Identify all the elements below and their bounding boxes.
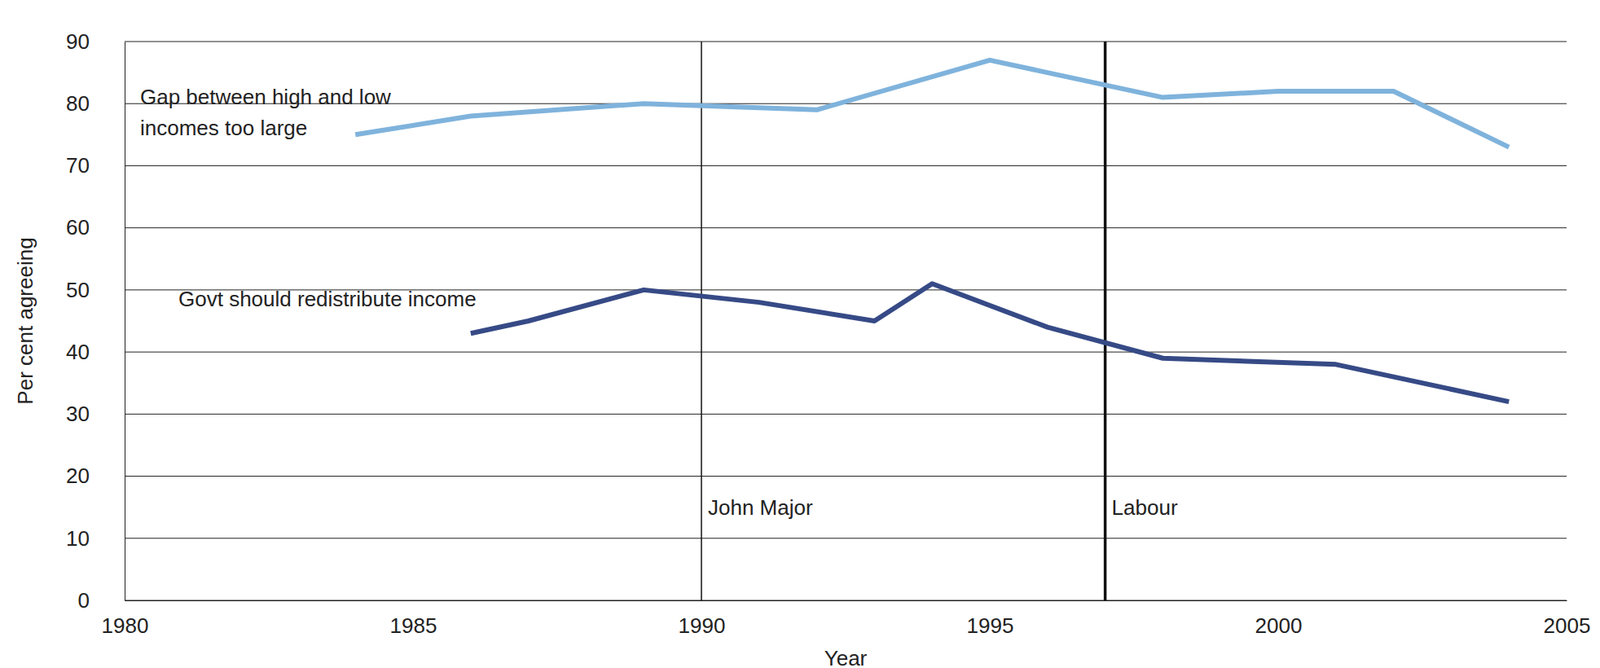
y-tick: 60 xyxy=(65,215,125,240)
grid-line xyxy=(124,351,1567,353)
y-tick: 30 xyxy=(65,401,125,427)
annotation-label: John Major xyxy=(707,495,814,520)
x-tick: 1990 xyxy=(678,600,726,638)
grid-line xyxy=(124,41,1567,43)
y-tick-label: 80 xyxy=(65,91,90,116)
grid-line xyxy=(124,165,1567,167)
x-tick: 1985 xyxy=(390,600,438,638)
y-tick: 0 xyxy=(78,588,125,613)
series-line xyxy=(470,283,1509,402)
grid-line xyxy=(124,537,1567,539)
plot: 0 10 20 30 40 50 60 70 80 90 1980 1985 1990 1995 2000 2… xyxy=(65,29,1591,639)
lines xyxy=(355,60,1509,402)
y-tick: 90 xyxy=(65,29,125,54)
y-tick: 70 xyxy=(65,153,125,178)
series-label: Gap between high and lowincomes too larg… xyxy=(140,84,392,141)
series-label: Govt should redistribute income xyxy=(178,286,477,312)
x-axis-line xyxy=(125,600,1568,602)
series-line xyxy=(355,60,1509,148)
annotation-line xyxy=(1103,41,1108,601)
y-axis-line xyxy=(124,42,126,602)
grid-line xyxy=(124,413,1567,415)
annotation-line xyxy=(700,41,703,601)
y-tick: 20 xyxy=(65,463,125,488)
x-tick-label: 1980 xyxy=(101,613,150,638)
y-tick-label: 90 xyxy=(65,29,90,54)
x-axis: 1980 1985 1990 1995 2000 2005 xyxy=(101,600,1592,638)
y-tick-label: 30 xyxy=(65,401,90,427)
annotation-lines xyxy=(701,41,1106,601)
x-tick: 2005 xyxy=(1543,600,1592,638)
x-tick-label: 1985 xyxy=(390,613,438,638)
y-tick: 80 xyxy=(65,91,125,116)
x-tick-label: 2000 xyxy=(1255,613,1303,638)
x-tick-label: 2005 xyxy=(1543,613,1592,638)
x-tick-label: 1990 xyxy=(678,613,726,638)
y-tick: 50 xyxy=(65,277,125,303)
y-tick-label: 10 xyxy=(65,526,90,551)
y-tick-label: 40 xyxy=(65,339,90,365)
y-tick-label: 60 xyxy=(65,215,90,240)
grid xyxy=(124,41,1567,601)
y-tick-label: 70 xyxy=(65,153,90,178)
grid-line xyxy=(124,475,1567,477)
y-axis-title: Per cent agreeing xyxy=(13,237,38,405)
grid-line xyxy=(124,227,1567,229)
x-tick: 1995 xyxy=(967,600,1015,638)
x-axis-title: Year xyxy=(824,646,868,668)
x-tick: 1980 xyxy=(101,600,150,638)
x-tick: 2000 xyxy=(1255,600,1303,638)
annotation-label: Labour xyxy=(1112,495,1179,520)
y-tick: 10 xyxy=(65,526,125,551)
y-axis: 0 10 20 30 40 50 60 70 80 90 xyxy=(65,29,125,613)
chart: 0 10 20 30 40 50 60 70 80 90 1980 1985 1990 1995 2000 2… xyxy=(0,0,1600,668)
y-tick-label: 50 xyxy=(65,277,90,303)
x-tick-label: 1995 xyxy=(967,613,1015,638)
y-tick-label: 0 xyxy=(78,588,90,613)
grid-line xyxy=(124,600,1567,602)
y-tick: 40 xyxy=(65,339,125,365)
y-tick-label: 20 xyxy=(65,463,90,488)
